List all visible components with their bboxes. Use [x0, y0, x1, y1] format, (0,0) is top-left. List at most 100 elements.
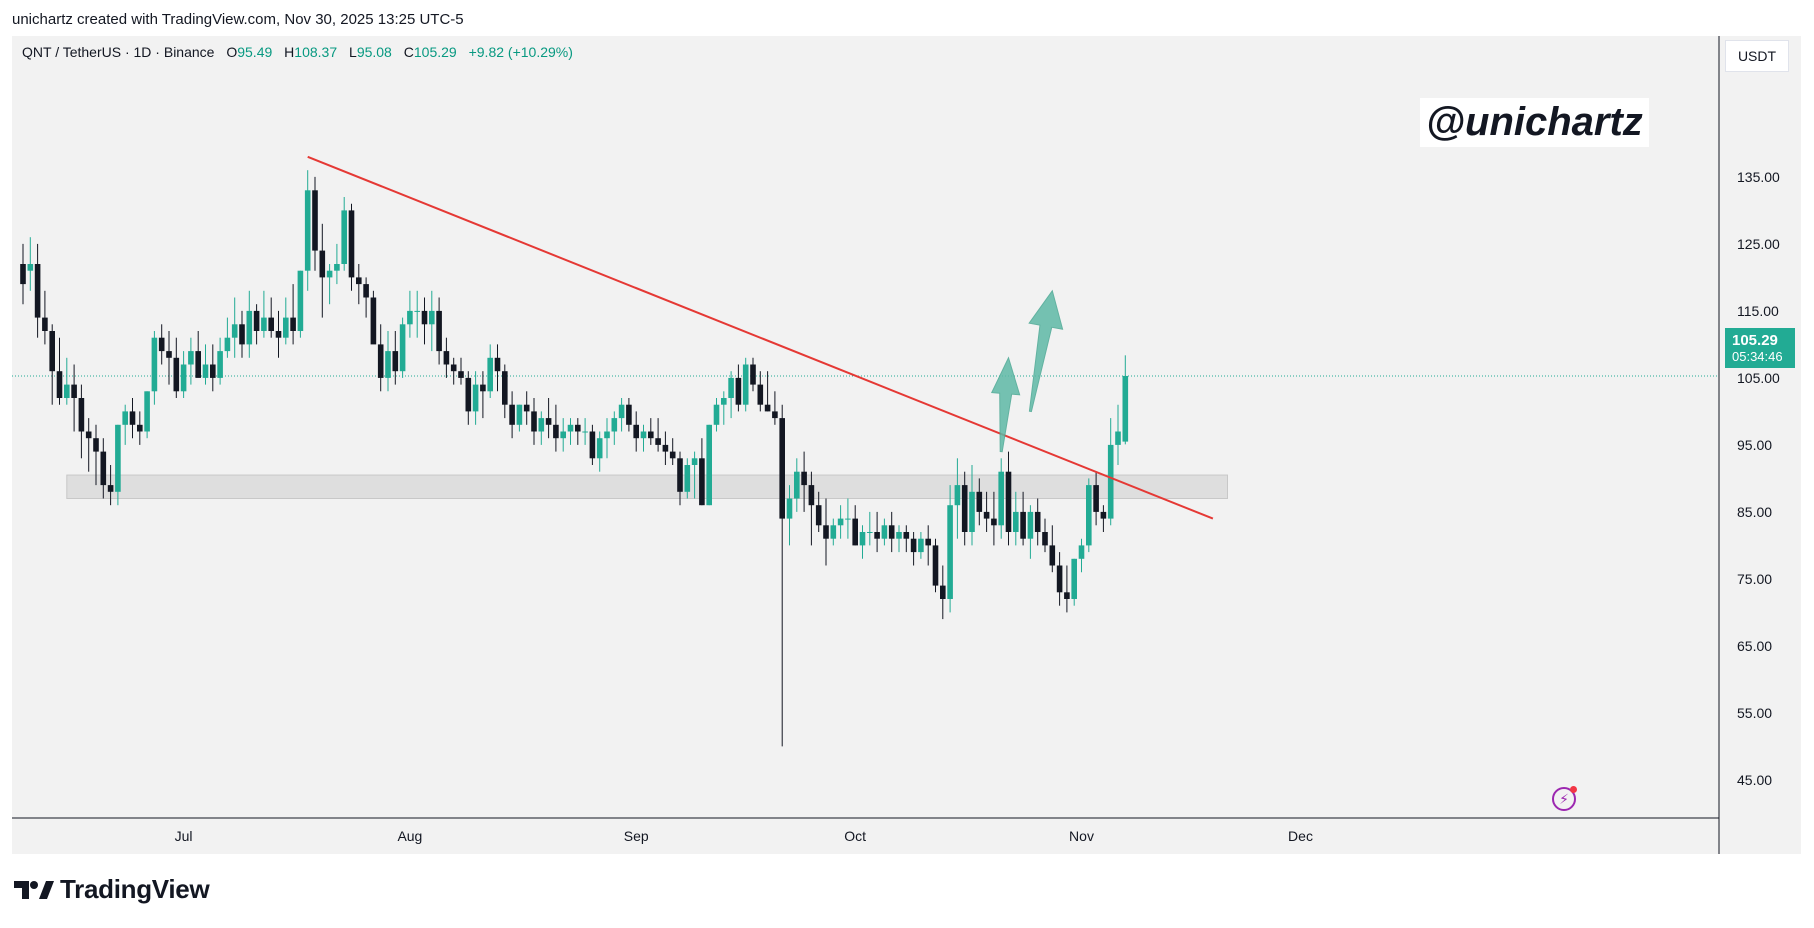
candle — [699, 438, 705, 506]
candle-body — [458, 371, 464, 378]
candle-body — [34, 264, 41, 318]
candle-body — [669, 451, 676, 459]
time-axis-background — [12, 818, 1801, 854]
candle-body — [881, 525, 888, 539]
candle — [421, 297, 428, 345]
candle-body — [407, 310, 413, 325]
candle-body — [377, 344, 384, 378]
candle-body — [815, 505, 822, 526]
candle-body — [823, 525, 829, 539]
symbol-legend: QNT / TetherUS · 1D · Binance O95.49 H10… — [22, 44, 573, 60]
candle-body — [78, 398, 85, 432]
candle-body — [640, 431, 647, 439]
open-label: O — [226, 44, 238, 60]
candle-body — [713, 404, 720, 425]
candle-body — [575, 424, 581, 432]
candle — [531, 398, 537, 445]
candle — [151, 331, 158, 405]
candle — [144, 391, 150, 439]
candle-body — [1020, 511, 1026, 539]
candle — [523, 391, 530, 425]
candle-body — [1049, 545, 1056, 566]
price-tick-label: 125.00 — [1737, 236, 1780, 252]
candle-body — [304, 190, 311, 271]
candle-body — [874, 532, 880, 539]
candle-body — [480, 384, 486, 392]
candle-body — [64, 384, 70, 398]
candle — [633, 411, 639, 452]
candle-body — [122, 411, 128, 425]
candle — [910, 532, 917, 566]
price-tick-label: 75.00 — [1737, 571, 1772, 587]
candle — [472, 371, 479, 425]
candle — [334, 243, 340, 285]
candle-body — [940, 585, 946, 599]
candle-body — [115, 424, 121, 492]
candle-body — [1064, 592, 1070, 599]
candle-body — [1093, 485, 1099, 512]
candle — [436, 297, 442, 365]
bar-countdown: 05:34:46 — [1732, 349, 1783, 364]
candle-body — [93, 438, 99, 452]
candle — [794, 458, 800, 512]
candle — [1115, 404, 1121, 465]
tradingview-logo[interactable]: TradingView — [14, 874, 210, 905]
candle — [290, 284, 296, 345]
candle — [312, 176, 318, 271]
candle — [728, 371, 734, 419]
candle-body — [1034, 511, 1041, 532]
candle — [20, 243, 26, 305]
price-tick-label: 115.00 — [1737, 303, 1779, 319]
candle — [691, 451, 698, 499]
candle — [1020, 491, 1026, 546]
candle-body — [210, 364, 216, 378]
candle — [34, 243, 41, 338]
candle-body — [910, 538, 917, 553]
candle-body — [998, 471, 1004, 526]
candle — [268, 297, 274, 338]
candle-body — [596, 438, 603, 459]
candle-body — [947, 505, 953, 599]
resistance-trendline — [307, 155, 1214, 520]
notification-dot-icon — [1570, 786, 1577, 793]
candle-body — [297, 270, 304, 331]
candle — [750, 357, 756, 392]
lightning-icon[interactable]: ⚡ — [1552, 786, 1577, 811]
candle-body — [706, 424, 712, 506]
candle — [502, 364, 508, 419]
candle-body — [801, 471, 807, 486]
candle-body — [779, 418, 785, 519]
candle-body — [20, 264, 26, 285]
candle-body — [611, 418, 618, 432]
candle — [954, 458, 961, 539]
candle — [1078, 538, 1085, 573]
candle — [764, 371, 771, 412]
candle — [385, 331, 391, 392]
candle-body — [888, 525, 895, 539]
candle — [370, 290, 377, 345]
candle — [450, 357, 457, 385]
candle-body — [1078, 545, 1085, 559]
candle — [1122, 355, 1129, 445]
candle-body — [85, 431, 92, 439]
candle-body — [538, 418, 545, 432]
candle — [852, 505, 858, 546]
symbol-label[interactable]: QNT / TetherUS · 1D · Binance — [22, 44, 215, 60]
candle-body — [976, 491, 983, 512]
candle-body — [545, 418, 552, 425]
candle-body — [173, 357, 180, 392]
candle-body — [742, 364, 749, 405]
candle — [458, 357, 464, 385]
candle — [217, 337, 223, 385]
candle-body — [399, 324, 406, 372]
candle-body — [582, 431, 588, 433]
candle-body — [195, 351, 201, 378]
candle — [837, 505, 844, 539]
candle-body — [830, 525, 837, 539]
candle — [786, 485, 793, 546]
currency-unit-button[interactable]: USDT — [1725, 40, 1789, 72]
candle-body — [107, 485, 114, 492]
candle — [261, 290, 267, 338]
candle — [567, 418, 574, 445]
